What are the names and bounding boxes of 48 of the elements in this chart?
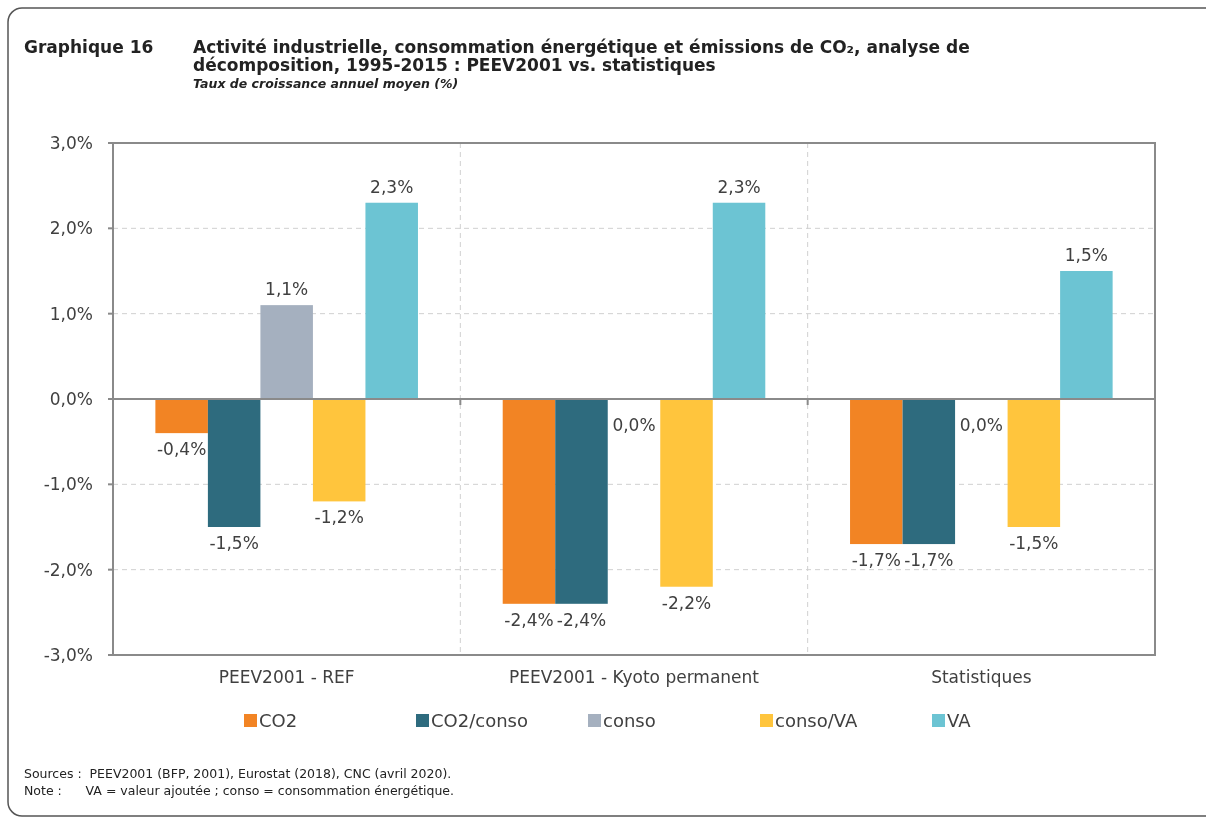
x-tick-label: PEEV2001 - Kyoto permanent [508, 667, 760, 687]
data-label: -2,4% [556, 609, 607, 630]
x-tick-label: Statistiques [931, 667, 1032, 687]
bar [712, 202, 766, 399]
bar [1060, 271, 1113, 399]
text: Note : VA = valeur ajoutée ; conso = consommation énergétique. [24, 783, 455, 798]
legend-label: CO2/conso [431, 710, 528, 731]
y-tick-label: 1,0% [49, 303, 93, 324]
data-label: 2,3% [370, 176, 414, 197]
data-label: -2,2% [661, 592, 712, 613]
legend-label: VA [947, 710, 972, 731]
legend-label: CO2 [259, 710, 298, 731]
data-label: 0,0% [959, 415, 1003, 435]
bar [850, 399, 903, 545]
y-tick-label: -3,0% [43, 644, 93, 665]
data-label: 1,5% [1064, 245, 1108, 265]
legend-label: conso/VA [775, 710, 858, 731]
y-tick-label: -1,0% [43, 474, 93, 495]
bar [660, 399, 713, 587]
source-note: Sources : PEEV2001 (BFP, 2001), Eurostat (2018), CNC (avril 2020). [24, 766, 452, 781]
bar [312, 399, 366, 502]
bar [365, 202, 418, 399]
y-tick-label: 0,0% [49, 388, 93, 409]
chart-title: Activité industrielle, consommation énergétique et émissions de CO₂, analyse de décomposition, 1995-2015 : PEEV2001 vs. statistiques [193, 37, 970, 75]
bar [1007, 399, 1061, 527]
data-label: 1,1% [265, 279, 309, 300]
data-label: 0,0% [612, 415, 656, 435]
bar [555, 399, 608, 604]
data-label: -1,7% [851, 550, 901, 571]
bar [902, 399, 956, 545]
text: Graphique 16 [24, 37, 154, 57]
data-label: -2,4% [504, 609, 554, 630]
bar [155, 399, 208, 434]
y-tick-label: 2,0% [49, 218, 93, 239]
data-label: -1,7% [904, 550, 954, 571]
data-label: -1,5% [209, 533, 259, 553]
data-label: -0,4% [156, 439, 207, 460]
bar [502, 399, 556, 604]
bar [207, 399, 261, 527]
data-label: -1,2% [314, 507, 364, 528]
legend-label: conso [603, 710, 656, 731]
data-label: -1,5% [1009, 533, 1059, 553]
chart-subtitle: Taux de croissance annuel moyen (%) [193, 76, 459, 91]
y-tick-label: 3,0% [49, 132, 93, 153]
data-label: 2,3% [717, 176, 761, 197]
bar [260, 305, 313, 399]
x-tick-label: PEEV2001 - REF [218, 667, 355, 687]
y-tick-label: -2,0% [43, 559, 93, 580]
